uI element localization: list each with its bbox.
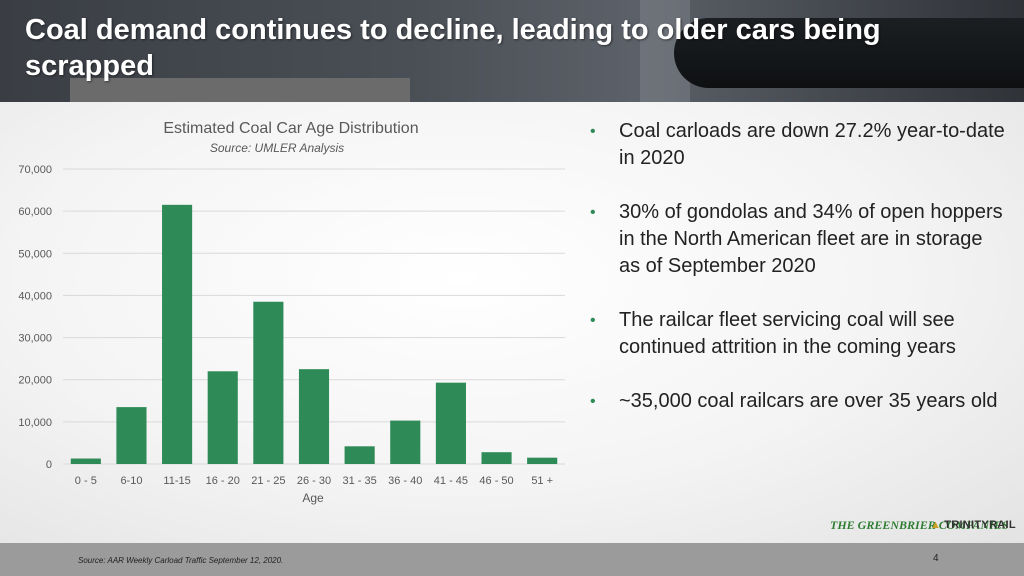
x-axis-label: Age — [302, 491, 324, 505]
slide-footer: Source: AAR Weekly Carload Traffic Septe… — [0, 543, 1024, 576]
x-tick-label: 6-10 — [120, 475, 142, 487]
header-photo-railcar — [70, 78, 410, 102]
y-tick-label: 0 — [46, 459, 52, 471]
trinity-rail-icon: ▲ — [930, 519, 942, 531]
bullet-item: • ~35,000 coal railcars are over 35 years… — [588, 388, 1008, 415]
bullet-text: The railcar fleet servicing coal will se… — [619, 309, 956, 358]
bullet-item: • The railcar fleet servicing coal will s… — [588, 307, 1008, 361]
header-photo-tank-car — [674, 18, 1024, 88]
bullet-icon: • — [590, 123, 596, 140]
bar-4 — [207, 371, 238, 464]
bullet-item: • 30% of gondolas and 34% of open hoppers… — [588, 199, 1008, 280]
trinity-rail-wordmark: TRINITYRAIL — [944, 519, 1016, 531]
x-tick-label: 46 - 50 — [479, 475, 513, 487]
x-tick-label: 21 - 25 — [251, 475, 285, 487]
y-axis-ticks: 0 10,000 20,000 30,000 40,000 50,000 60,000 70,… — [18, 164, 52, 471]
y-tick-label: 10,000 — [18, 417, 52, 429]
bullet-icon: • — [590, 204, 596, 221]
x-axis-ticks: 0 - 5 6-10 11-15 16 - 20 21 - 25 26 - 30 31 - … — [75, 475, 553, 487]
coal-car-age-chart: Estimated Coal Car Age Distribution Sour… — [18, 120, 565, 505]
bullet-item: • Coal carloads are down 27.2% year-to-da… — [588, 118, 1008, 172]
y-tick-label: 20,000 — [18, 375, 52, 387]
bar-8 — [390, 420, 421, 464]
bullet-text: 30% of gondolas and 34% of open hoppers … — [619, 201, 1003, 277]
bar-11 — [527, 457, 558, 464]
bar-1 — [70, 458, 101, 464]
bullet-icon: • — [590, 393, 596, 410]
x-tick-label: 41 - 45 — [434, 475, 468, 487]
chart-subtitle: Source: UMLER Analysis — [210, 141, 344, 155]
trinity-rail-logo: ▲ TRINITYRAIL — [930, 519, 1016, 531]
bar-10 — [481, 452, 512, 464]
x-tick-label: 36 - 40 — [388, 475, 422, 487]
chart-title: Estimated Coal Car Age Distribution — [163, 120, 418, 137]
y-tick-label: 40,000 — [18, 290, 52, 302]
header-banner: Coal demand continues to decline, leadin… — [0, 0, 1024, 102]
y-tick-label: 30,000 — [18, 333, 52, 345]
company-logos: THE GREENBRIER COMPANIES ▲ TRINITYRAIL — [830, 518, 1016, 536]
page-number: 4 — [933, 553, 939, 564]
x-tick-label: 31 - 35 — [343, 475, 377, 487]
x-tick-label: 26 - 30 — [297, 475, 331, 487]
key-points-list: • Coal carloads are down 27.2% year-to-da… — [588, 118, 1008, 442]
bar-7 — [344, 446, 375, 464]
y-tick-label: 70,000 — [18, 164, 52, 176]
x-tick-label: 11-15 — [163, 475, 190, 487]
bullet-icon: • — [590, 312, 596, 329]
greenbrier-logo: THE GREENBRIER COMPANIES — [830, 518, 1009, 532]
x-tick-label: 0 - 5 — [75, 475, 97, 487]
bar-3 — [162, 204, 193, 465]
x-tick-label: 51 + — [531, 475, 553, 487]
y-tick-label: 50,000 — [18, 248, 52, 260]
chart-bars — [70, 204, 558, 465]
bar-6 — [298, 369, 330, 464]
bullet-text: ~35,000 coal railcars are over 35 years … — [619, 390, 998, 412]
bar-9 — [435, 382, 466, 464]
slide-title: Coal demand continues to decline, leadin… — [25, 14, 881, 82]
bar-5 — [253, 301, 284, 464]
x-tick-label: 16 - 20 — [206, 475, 240, 487]
bullet-text: Coal carloads are down 27.2% year-to-dat… — [619, 120, 1005, 169]
footer-source-note: Source: AAR Weekly Carload Traffic Septe… — [78, 556, 284, 565]
bar-2 — [116, 407, 147, 464]
y-tick-label: 60,000 — [18, 206, 52, 218]
